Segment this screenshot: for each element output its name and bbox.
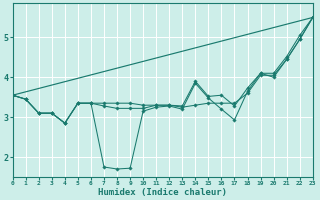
X-axis label: Humidex (Indice chaleur): Humidex (Indice chaleur) (98, 188, 227, 197)
